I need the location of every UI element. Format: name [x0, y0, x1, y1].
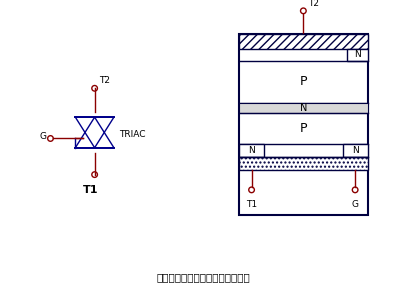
Text: TRIAC: TRIAC [119, 130, 146, 139]
Text: N: N [351, 146, 358, 155]
Bar [346, 49, 367, 61]
Bar [239, 34, 367, 49]
Bar [342, 144, 367, 157]
Bar [239, 157, 367, 170]
Text: P: P [299, 75, 306, 88]
Text: T2: T2 [307, 0, 318, 8]
Text: P: P [299, 122, 306, 135]
Bar [239, 34, 367, 215]
Text: T1: T1 [245, 200, 256, 209]
Text: N: N [299, 103, 306, 113]
Text: T2: T2 [99, 76, 110, 85]
Text: G: G [351, 200, 358, 209]
Text: G: G [40, 132, 47, 141]
Text: T1: T1 [83, 185, 98, 195]
Text: N: N [353, 51, 360, 60]
Bar [239, 103, 367, 113]
Bar [239, 144, 263, 157]
Text: 双向可控硅（晶闸管）结构引脚图: 双向可控硅（晶闸管）结构引脚图 [156, 272, 249, 282]
Text: N: N [247, 146, 254, 155]
